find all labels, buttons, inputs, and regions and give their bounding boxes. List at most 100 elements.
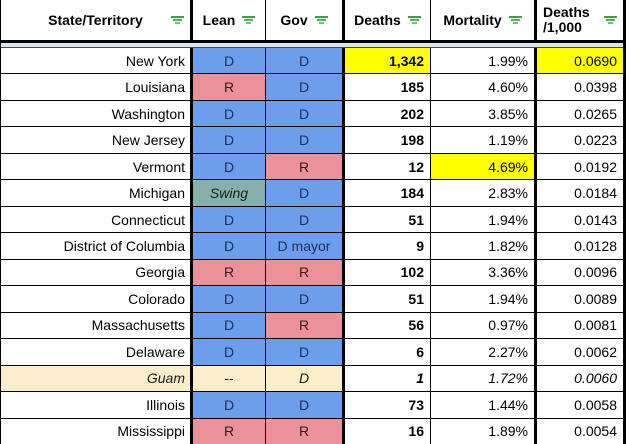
deaths-per-1000-cell[interactable]: 0.0690: [537, 48, 623, 74]
state-cell[interactable]: Mississippi: [1, 418, 193, 444]
deaths-cell[interactable]: 9: [345, 233, 431, 259]
state-cell[interactable]: Connecticut: [1, 206, 193, 233]
gov-cell[interactable]: D: [266, 127, 345, 153]
deaths-cell[interactable]: 73: [345, 392, 431, 418]
table-row: Illinois D D 73 1.44% 0.0058: [1, 392, 623, 419]
state-cell[interactable]: District of Columbia: [1, 233, 193, 259]
deaths-cell[interactable]: 16: [345, 418, 431, 444]
deaths-cell[interactable]: 12: [345, 153, 431, 180]
gov-cell[interactable]: D mayor: [266, 233, 345, 259]
mortality-cell[interactable]: 1.72%: [431, 365, 537, 392]
gov-cell[interactable]: D: [266, 48, 345, 74]
lean-cell[interactable]: Swing: [193, 180, 266, 206]
gov-cell[interactable]: R: [266, 418, 345, 444]
lean-cell[interactable]: D: [193, 153, 266, 180]
lean-cell[interactable]: D: [193, 339, 266, 365]
mortality-cell[interactable]: 1.94%: [431, 286, 537, 312]
state-cell[interactable]: Louisiana: [1, 74, 193, 100]
deaths-per-1000-cell[interactable]: 0.0223: [574, 132, 617, 149]
gov-cell[interactable]: R: [266, 259, 345, 286]
deaths-per-1000-cell[interactable]: 0.0398: [574, 79, 617, 96]
lean-cell[interactable]: D: [193, 392, 266, 418]
lean-cell[interactable]: D: [193, 48, 266, 74]
deaths-cell[interactable]: 1,342: [345, 48, 431, 74]
mortality-cell[interactable]: 1.19%: [431, 127, 537, 153]
mortality-cell[interactable]: 0.97%: [431, 312, 537, 339]
mortality-cell[interactable]: 2.83%: [431, 180, 537, 206]
deaths-per-1000-cell[interactable]: 0.0265: [574, 105, 617, 122]
deaths-per-1000-cell[interactable]: 0.0081: [574, 317, 617, 334]
deaths-per-1000-cell[interactable]: 0.0096: [574, 264, 617, 281]
lean-cell[interactable]: D: [193, 127, 266, 153]
mortality-cell[interactable]: 1.99%: [431, 48, 537, 74]
lean-cell[interactable]: D: [193, 312, 266, 339]
table-row: New York D D 1,342 1.99% 0.0690: [1, 48, 623, 75]
gov-cell[interactable]: D: [266, 180, 345, 206]
lean-cell[interactable]: D: [193, 100, 266, 127]
lean-cell[interactable]: R: [193, 259, 266, 286]
deaths-cell[interactable]: 102: [345, 259, 431, 286]
state-cell[interactable]: Vermont: [1, 153, 193, 180]
deaths-cell[interactable]: 198: [345, 127, 431, 153]
gov-cell[interactable]: D: [266, 392, 345, 418]
state-cell[interactable]: New York: [1, 48, 193, 74]
state-cell[interactable]: Colorado: [1, 286, 193, 312]
deaths-per-1000-cell[interactable]: 0.0060: [574, 370, 617, 387]
state-cell[interactable]: Georgia: [1, 259, 193, 286]
gov-cell[interactable]: R: [266, 312, 345, 339]
lean-cell[interactable]: --: [193, 365, 266, 392]
filter-icon[interactable]: [508, 16, 522, 24]
deaths-cell[interactable]: 184: [345, 180, 431, 206]
deaths-cell[interactable]: 202: [345, 100, 431, 127]
lean-cell[interactable]: D: [193, 233, 266, 259]
deaths-per-1000-cell[interactable]: 0.0062: [574, 343, 617, 360]
gov-cell[interactable]: D: [266, 339, 345, 365]
deaths-per-1000-cell[interactable]: 0.0143: [574, 211, 617, 228]
filter-icon[interactable]: [407, 16, 421, 24]
lean-cell[interactable]: D: [193, 286, 266, 312]
state-cell[interactable]: Michigan: [1, 180, 193, 206]
gov-cell[interactable]: D: [266, 286, 345, 312]
state-cell[interactable]: Illinois: [1, 392, 193, 418]
gov-cell[interactable]: D: [266, 74, 345, 100]
mortality-cell[interactable]: 4.60%: [431, 74, 537, 100]
lean-cell[interactable]: D: [193, 206, 266, 233]
lean-cell[interactable]: R: [193, 74, 266, 100]
deaths-per-1000-cell[interactable]: 0.0192: [574, 158, 617, 175]
table-row: Guam -- D 1 1.72% 0.0060: [1, 365, 623, 393]
mortality-cell[interactable]: 3.36%: [431, 259, 537, 286]
state-cell[interactable]: Washington: [1, 100, 193, 127]
deaths-cell[interactable]: 51: [345, 206, 431, 233]
gov-cell[interactable]: D: [266, 100, 345, 127]
deaths-per-1000-cell[interactable]: 0.0184: [574, 185, 617, 202]
filter-icon[interactable]: [314, 16, 328, 24]
state-cell[interactable]: New Jersey: [1, 127, 193, 153]
state-cell[interactable]: Delaware: [1, 339, 193, 365]
gov-cell[interactable]: D: [266, 365, 345, 392]
mortality-cell[interactable]: 1.89%: [431, 418, 537, 444]
deaths-per-1000-cell[interactable]: 0.0128: [574, 238, 617, 255]
mortality-cell[interactable]: 4.69%: [431, 153, 537, 180]
mortality-cell[interactable]: 1.44%: [431, 392, 537, 418]
mortality-cell[interactable]: 2.27%: [431, 339, 537, 365]
deaths-cell[interactable]: 6: [345, 339, 431, 365]
deaths-cell[interactable]: 1: [345, 365, 431, 392]
deaths-per-1000-cell[interactable]: 0.0089: [574, 290, 617, 307]
filter-icon[interactable]: [242, 16, 256, 24]
mortality-cell[interactable]: 1.94%: [431, 206, 537, 233]
mortality-cell[interactable]: 3.85%: [431, 100, 537, 127]
mortality-cell[interactable]: 1.82%: [431, 233, 537, 259]
deaths-per-1000-cell[interactable]: 0.0058: [574, 396, 617, 413]
table-row: Michigan Swing D 184 2.83% 0.0184: [1, 180, 623, 207]
gov-cell[interactable]: R: [266, 153, 345, 180]
filter-icon[interactable]: [171, 16, 184, 24]
lean-cell[interactable]: R: [193, 418, 266, 444]
deaths-cell[interactable]: 56: [345, 312, 431, 339]
filter-icon[interactable]: [604, 16, 617, 24]
state-cell[interactable]: Massachusetts: [1, 312, 193, 339]
deaths-per-1000-cell[interactable]: 0.0054: [574, 423, 617, 440]
state-cell[interactable]: Guam: [1, 365, 193, 392]
deaths-cell[interactable]: 185: [345, 74, 431, 100]
deaths-cell[interactable]: 51: [345, 286, 431, 312]
gov-cell[interactable]: D: [266, 206, 345, 233]
